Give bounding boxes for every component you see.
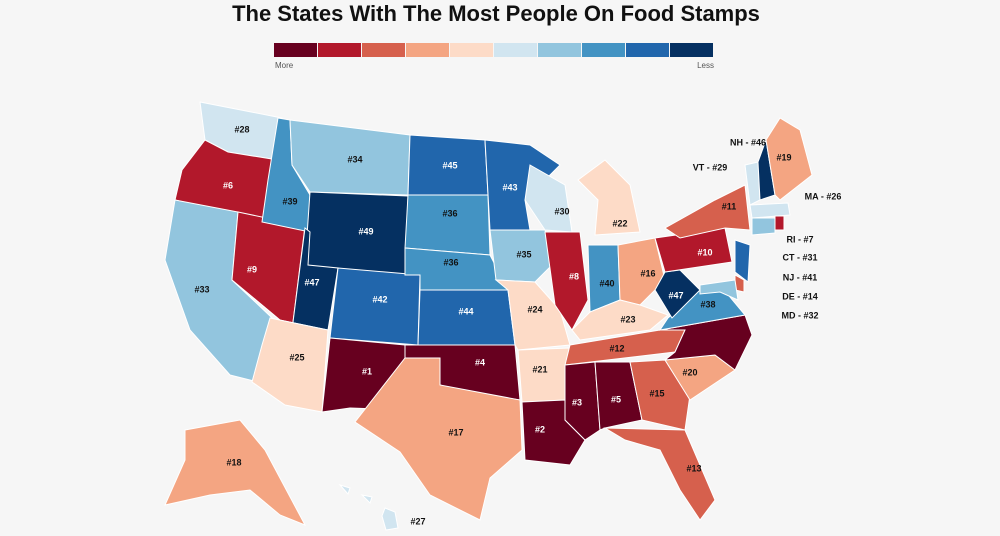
legend-swatch	[670, 43, 713, 57]
state	[417, 289, 516, 346]
state	[629, 359, 691, 431]
state-label: #30	[554, 206, 569, 216]
state-label: #9	[247, 264, 257, 274]
state-label: #4	[475, 357, 485, 367]
state	[517, 347, 571, 403]
state-label: #20	[682, 367, 697, 377]
state-label: #47	[668, 290, 683, 300]
state-label: #13	[686, 463, 701, 473]
state-label: #10	[697, 247, 712, 257]
state-label: #49	[358, 226, 373, 236]
state-label: #2	[535, 424, 545, 434]
state-label: #16	[640, 268, 655, 278]
state	[774, 215, 785, 231]
state	[524, 164, 573, 233]
state-label: MA - #26	[805, 191, 842, 201]
state	[494, 279, 571, 351]
state	[734, 239, 751, 283]
state-label: #38	[700, 299, 715, 309]
state-label: #47	[304, 277, 319, 287]
state	[765, 117, 813, 201]
state-label: #34	[347, 154, 362, 164]
state-label: #15	[649, 388, 664, 398]
state	[577, 159, 641, 236]
state-label: #3	[572, 397, 582, 407]
state-label: #45	[442, 160, 457, 170]
state	[329, 267, 421, 346]
legend-swatch	[406, 43, 449, 57]
state-label: #5	[611, 394, 621, 404]
state-label: #17	[448, 427, 463, 437]
state-label: CT - #31	[782, 252, 817, 262]
state	[544, 231, 589, 331]
state-label: #8	[569, 271, 579, 281]
state-label: #22	[612, 218, 627, 228]
map-title: The States With The Most People On Food …	[232, 1, 760, 26]
state	[571, 299, 669, 341]
state	[360, 494, 373, 504]
state-label: #12	[609, 343, 624, 353]
state-label: #25	[289, 352, 304, 362]
state-label: #40	[599, 278, 614, 288]
legend-swatch	[450, 43, 493, 57]
state-label: #19	[776, 152, 791, 162]
legend-swatch	[582, 43, 625, 57]
state-label: DE - #14	[782, 291, 818, 301]
state	[699, 279, 739, 301]
state	[751, 217, 776, 236]
state-label: #36	[442, 208, 457, 218]
state-label: #44	[458, 306, 473, 316]
legend-swatch	[626, 43, 669, 57]
legend-swatch	[274, 43, 317, 57]
state	[164, 419, 307, 526]
state-label: #23	[620, 314, 635, 324]
state-label: RI - #7	[786, 234, 813, 244]
state	[664, 184, 751, 239]
state-label: #24	[527, 304, 542, 314]
state-label: #35	[516, 249, 531, 259]
state	[594, 361, 643, 431]
state-label: #21	[532, 364, 547, 374]
state-label: #27	[410, 516, 425, 526]
state	[304, 191, 409, 276]
legend-swatch	[538, 43, 581, 57]
state-label: NH - #46	[730, 137, 766, 147]
state	[338, 484, 351, 495]
state-label: #36	[443, 257, 458, 267]
state-label: #39	[282, 196, 297, 206]
state-label: #43	[502, 182, 517, 192]
state	[749, 202, 791, 219]
state-label: #11	[722, 201, 737, 211]
state	[251, 317, 329, 413]
state	[654, 269, 701, 319]
state	[354, 357, 523, 521]
state	[381, 507, 399, 531]
state	[744, 161, 761, 206]
state-label: #33	[194, 284, 209, 294]
legend-swatch	[494, 43, 537, 57]
state-label: NJ - #41	[783, 272, 818, 282]
state-label: #18	[226, 457, 241, 467]
state-label: #6	[223, 180, 233, 190]
legend-swatch	[362, 43, 405, 57]
state-label: #42	[372, 294, 387, 304]
state-label: MD - #32	[781, 310, 818, 320]
legend-more: More	[275, 61, 294, 70]
state	[489, 229, 556, 283]
legend-less: Less	[697, 61, 714, 70]
state	[564, 361, 601, 441]
state	[617, 237, 666, 306]
state-label: #28	[234, 124, 249, 134]
state	[603, 427, 716, 521]
state	[404, 194, 491, 256]
state-label: #1	[362, 366, 372, 376]
legend-swatch	[318, 43, 361, 57]
state	[659, 314, 753, 371]
state-label: VT - #29	[693, 162, 728, 172]
